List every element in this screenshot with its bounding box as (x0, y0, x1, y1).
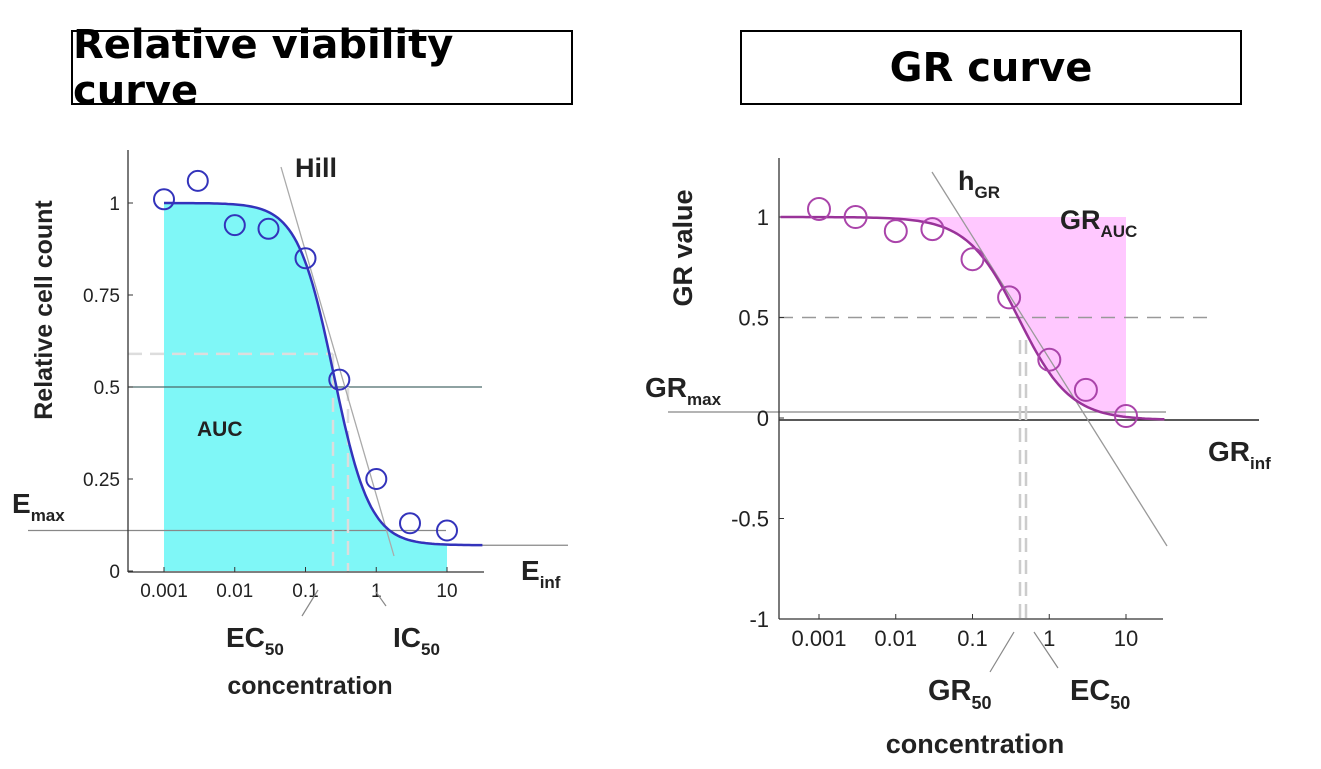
data-point (843, 205, 868, 229)
ec50-label: EC50 (1070, 675, 1130, 713)
data-point (186, 169, 209, 192)
x-tick-label: 0.1 (957, 626, 988, 651)
grmax-label: GRmax (645, 372, 722, 409)
x-tick-label: 10 (1114, 626, 1138, 651)
y-tick-label: 0 (757, 406, 769, 431)
x-tick-label: 0.001 (791, 626, 846, 651)
gr50-pointer (989, 631, 1015, 673)
grinf-label: GRinf (1208, 436, 1271, 473)
ic50-pointer (375, 591, 387, 607)
hill-tangent (280, 166, 395, 557)
x-tick-label: 1 (1043, 626, 1055, 651)
x-tick-label: 10 (436, 581, 457, 602)
y-axis-label: Relative cell count (30, 200, 58, 420)
data-point (153, 188, 175, 211)
y-tick-label: 1 (109, 194, 120, 215)
data-point (997, 285, 1022, 310)
data-point (365, 468, 388, 490)
y-tick-label: 0.25 (83, 470, 120, 491)
hgr-tangent (931, 171, 1168, 547)
x-tick-label: 0.1 (292, 581, 318, 602)
data-point (399, 512, 421, 535)
hgr-label: hGR (958, 166, 1000, 202)
einf-label: Einf (521, 555, 561, 592)
ec50-pointer (1033, 631, 1059, 669)
y-tick-label: 1 (757, 205, 769, 230)
y-tick-label: -0.5 (731, 507, 769, 532)
y-tick-label: 0.5 (738, 306, 769, 331)
y-tick-label: 0.5 (94, 378, 120, 399)
ic50-label: IC50 (393, 622, 440, 659)
fit-curve (164, 201, 483, 547)
x-tick-label: 0.01 (874, 626, 917, 651)
data-point (328, 368, 351, 391)
hill-label: Hill (295, 153, 337, 183)
x-tick-label: 0.001 (140, 581, 188, 602)
data-point (257, 217, 280, 240)
data-point (960, 247, 985, 272)
gr50-label: GR50 (928, 675, 992, 713)
y-axis-label: GR value (668, 189, 698, 306)
data-point (1037, 347, 1062, 372)
data-point (1114, 404, 1138, 428)
emax-label: Emax (12, 488, 65, 525)
data-point (223, 214, 246, 237)
x-tick-label: 0.01 (216, 581, 253, 602)
right-chart-title: GR curve (740, 30, 1242, 105)
x-axis-label: concentration (886, 729, 1065, 759)
data-point (807, 197, 831, 221)
grauc-label: GRAUC (1060, 205, 1137, 241)
y-tick-label: 0 (109, 562, 120, 583)
ec50-pointer (301, 589, 319, 617)
x-axis-label: concentration (227, 672, 392, 700)
data-point (920, 217, 945, 242)
ec50-label: EC50 (226, 622, 284, 659)
data-point (883, 219, 908, 244)
data-point (436, 519, 458, 542)
x-tick-label: 1 (371, 581, 382, 602)
data-point (294, 247, 317, 270)
y-tick-label: 0.75 (83, 286, 120, 307)
y-tick-label: -1 (749, 607, 769, 632)
data-point (1073, 377, 1098, 402)
auc-label: AUC (197, 418, 243, 441)
